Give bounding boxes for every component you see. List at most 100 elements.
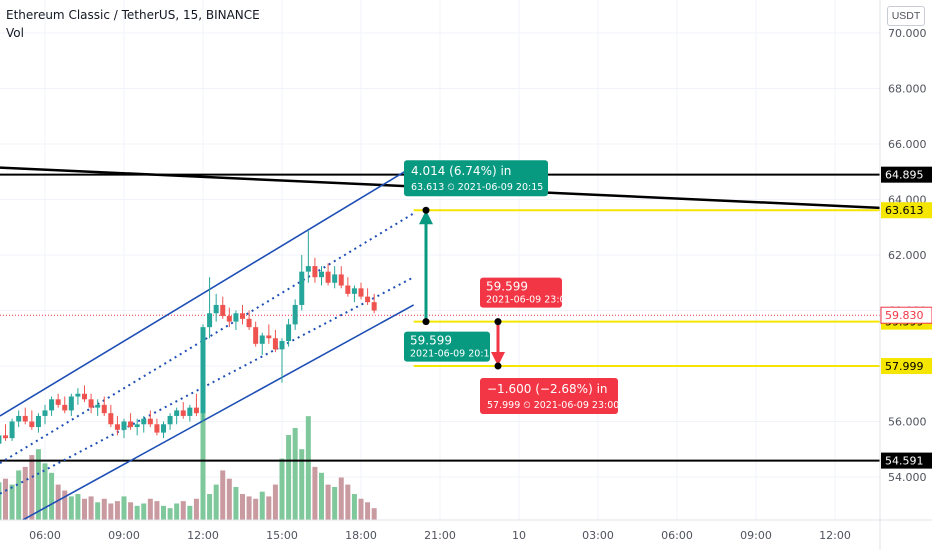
arrow-down-icon [491,352,505,367]
measure-start-price: 59.599 [486,280,528,294]
axis-price-label-box [881,166,932,183]
volume-bar [121,496,127,520]
candle-body [286,324,292,342]
measure-start-time: 2021-06-09 23:00 [486,295,572,306]
candle-body [134,424,140,428]
candle-body [114,424,120,430]
volume-bar [101,498,107,520]
candle-body [259,335,265,344]
volume-bar [272,484,278,520]
volume-bar [167,508,173,520]
volume-bar [292,427,298,520]
price-tick-label: 56.000 [888,416,927,429]
arrow-up-icon [419,210,433,225]
volume-bar [180,501,186,520]
volume-bar [253,498,259,520]
volume-bar [266,496,272,520]
volume-bar [128,502,134,520]
volume-bar [286,435,292,520]
volume-bar [114,501,120,520]
channel-midline[interactable] [0,212,415,464]
time-tick-label: 15:00 [266,529,298,542]
candle-body [68,396,74,411]
candle-body [266,335,272,339]
channel-line[interactable] [0,165,415,417]
candle-body [292,304,298,325]
candle-body [253,327,259,344]
candle-body [82,393,87,400]
candle-body [101,404,107,414]
time-tick-label: 18:00 [345,529,377,542]
candle-body [128,421,134,428]
volume-bar [62,490,68,520]
volume-bar [42,463,48,520]
candle-body [233,313,239,322]
price-tick-label: 62.000 [888,249,927,262]
volume-bar [338,477,344,520]
volume-bar [299,449,305,520]
volume-bar [207,494,213,520]
measure-anchor-point[interactable] [494,318,502,326]
volume-bar [3,478,8,520]
candle-body [365,296,371,303]
candle-body [16,415,22,422]
candle-body [338,274,344,286]
volume-bar [82,498,87,520]
time-tick-label: 09:00 [108,529,140,542]
axis-price-label: 59.830 [885,309,924,322]
candle-body [75,393,81,397]
candle-body [42,410,48,416]
time-tick-label: 12:00 [187,529,219,542]
candle-body [371,302,377,311]
candle-body [207,313,213,328]
volume-indicator-label[interactable]: Vol [6,26,24,40]
price-tick-label: 54.000 [888,471,927,484]
candle-body [279,341,285,350]
volume-bar [95,502,101,520]
volume-bar [240,494,245,520]
channel-line[interactable] [0,304,415,534]
volume-bar [351,494,357,520]
time-axis-panel[interactable] [0,520,932,550]
measure-start-price: 59.599 [410,334,452,348]
volume-bar [161,505,166,520]
measure-start-time: 2021-06-09 20:15 [410,349,496,360]
candle-body [345,285,351,294]
volume-bar [325,484,331,520]
candle-body [9,421,15,439]
measure-anchor-point[interactable] [494,362,502,370]
volume-bar [220,470,226,520]
candle-body [154,424,160,433]
axis-price-label: 54.591 [885,455,924,468]
measure-anchor-point[interactable] [422,206,430,214]
candle-body [220,304,226,317]
volume-bar [16,470,22,520]
measure-anchor-point[interactable] [422,318,430,326]
axis-price-label-box [880,306,932,324]
volume-bar [259,491,265,520]
volume-bar [22,466,28,520]
candle-body [180,410,186,416]
volume-bar [174,503,180,520]
axis-price-label: 57.999 [885,360,924,373]
candle-body [358,288,364,297]
volume-bar [279,458,285,520]
candle-body [161,424,166,433]
candle-body [332,274,338,283]
volume-bar [154,501,160,520]
volume-bar [141,503,147,520]
time-tick-label: 10 [512,529,526,542]
candle-body [3,435,8,439]
axis-price-label-box [881,358,932,375]
time-tick-label: 21:00 [424,529,456,542]
candle-body [174,410,180,416]
volume-bar [193,498,199,520]
volume-bar [55,484,61,520]
measure-up-result-box [404,160,548,197]
candle-body [0,435,2,444]
candle-body [141,418,147,425]
currency-selector[interactable]: USDT [887,6,925,26]
candle-body [88,399,94,408]
volume-bar [29,455,35,520]
